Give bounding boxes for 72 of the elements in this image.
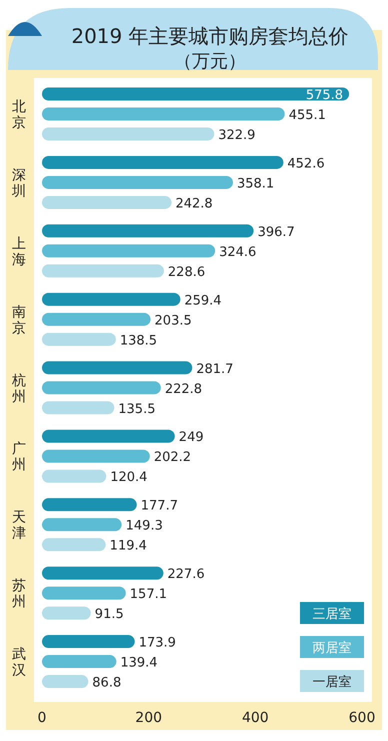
x-tick-label: 600 [348, 710, 376, 726]
data-label: 396.7 [258, 224, 295, 240]
bar [42, 196, 172, 209]
bar [42, 586, 126, 600]
bar [42, 244, 216, 258]
data-label: 177.7 [140, 498, 178, 514]
data-label: 455.1 [288, 108, 326, 123]
data-label: 358.1 [236, 176, 274, 192]
data-label: 281.7 [196, 362, 234, 377]
x-tick-label: 0 [38, 710, 46, 726]
bar [42, 498, 137, 512]
bar [42, 450, 150, 463]
bar [42, 312, 151, 326]
data-label: 120.4 [110, 470, 148, 486]
bar [42, 128, 214, 140]
bar [42, 264, 164, 278]
bar [42, 606, 91, 620]
bar [42, 292, 180, 306]
chart-title: 2019 年主要城市购房套均总价 [71, 24, 349, 48]
bar [42, 538, 106, 552]
data-label: 119.4 [110, 538, 147, 554]
data-label: 149.3 [126, 518, 163, 534]
bar [42, 156, 284, 169]
data-label: 322.9 [218, 128, 256, 143]
bar [42, 655, 116, 668]
y-tick-label: 北京 [12, 99, 26, 131]
data-label: 259.4 [184, 293, 222, 308]
bar [42, 401, 114, 414]
y-tick-label: 深圳 [11, 167, 26, 200]
bar [42, 332, 116, 346]
text: 三居室 [312, 606, 352, 622]
data-label: 249 [178, 430, 204, 446]
y-tick-label: 杭州 [11, 372, 26, 405]
text: 一居室 [312, 674, 352, 690]
data-label: 173.9 [138, 636, 176, 651]
bar [42, 675, 88, 688]
y-tick-label: 广州 [12, 441, 26, 474]
data-label: 86.8 [92, 676, 122, 691]
y-tick-label: 南京 [12, 304, 26, 336]
bar [42, 108, 285, 120]
data-label: 452.6 [287, 156, 325, 172]
bar [42, 635, 135, 648]
data-label: 203.5 [154, 313, 192, 328]
data-label: 91.5 [94, 607, 124, 622]
bar [42, 88, 350, 100]
x-tick-label: 200 [135, 710, 162, 726]
bar [42, 430, 175, 443]
data-label: 222.8 [164, 382, 202, 397]
bar [42, 361, 192, 374]
data-label: 157.1 [130, 587, 168, 602]
text: 两居室 [312, 640, 352, 656]
data-label: 135.5 [118, 402, 156, 417]
bar [42, 518, 122, 532]
bar [42, 470, 106, 483]
y-tick-label: 武汉 [12, 646, 26, 679]
data-label: 242.8 [175, 196, 213, 212]
chart-subtitle: （万元） [174, 51, 246, 72]
data-label: 575.8 [306, 88, 344, 103]
bar [42, 176, 233, 189]
y-tick-label: 苏州 [12, 578, 26, 610]
data-label: 227.6 [167, 567, 205, 582]
x-tick-label: 400 [242, 710, 269, 726]
bar [42, 381, 161, 394]
data-label: 138.5 [120, 333, 158, 348]
y-tick-label: 上海 [12, 236, 26, 268]
y-tick-label: 天津 [12, 510, 26, 542]
data-label: 324.6 [219, 244, 256, 260]
bar [42, 566, 164, 580]
data-label: 228.6 [168, 264, 206, 280]
data-label: 139.4 [120, 656, 158, 671]
bar [42, 224, 254, 238]
data-label: 202.2 [154, 450, 192, 466]
